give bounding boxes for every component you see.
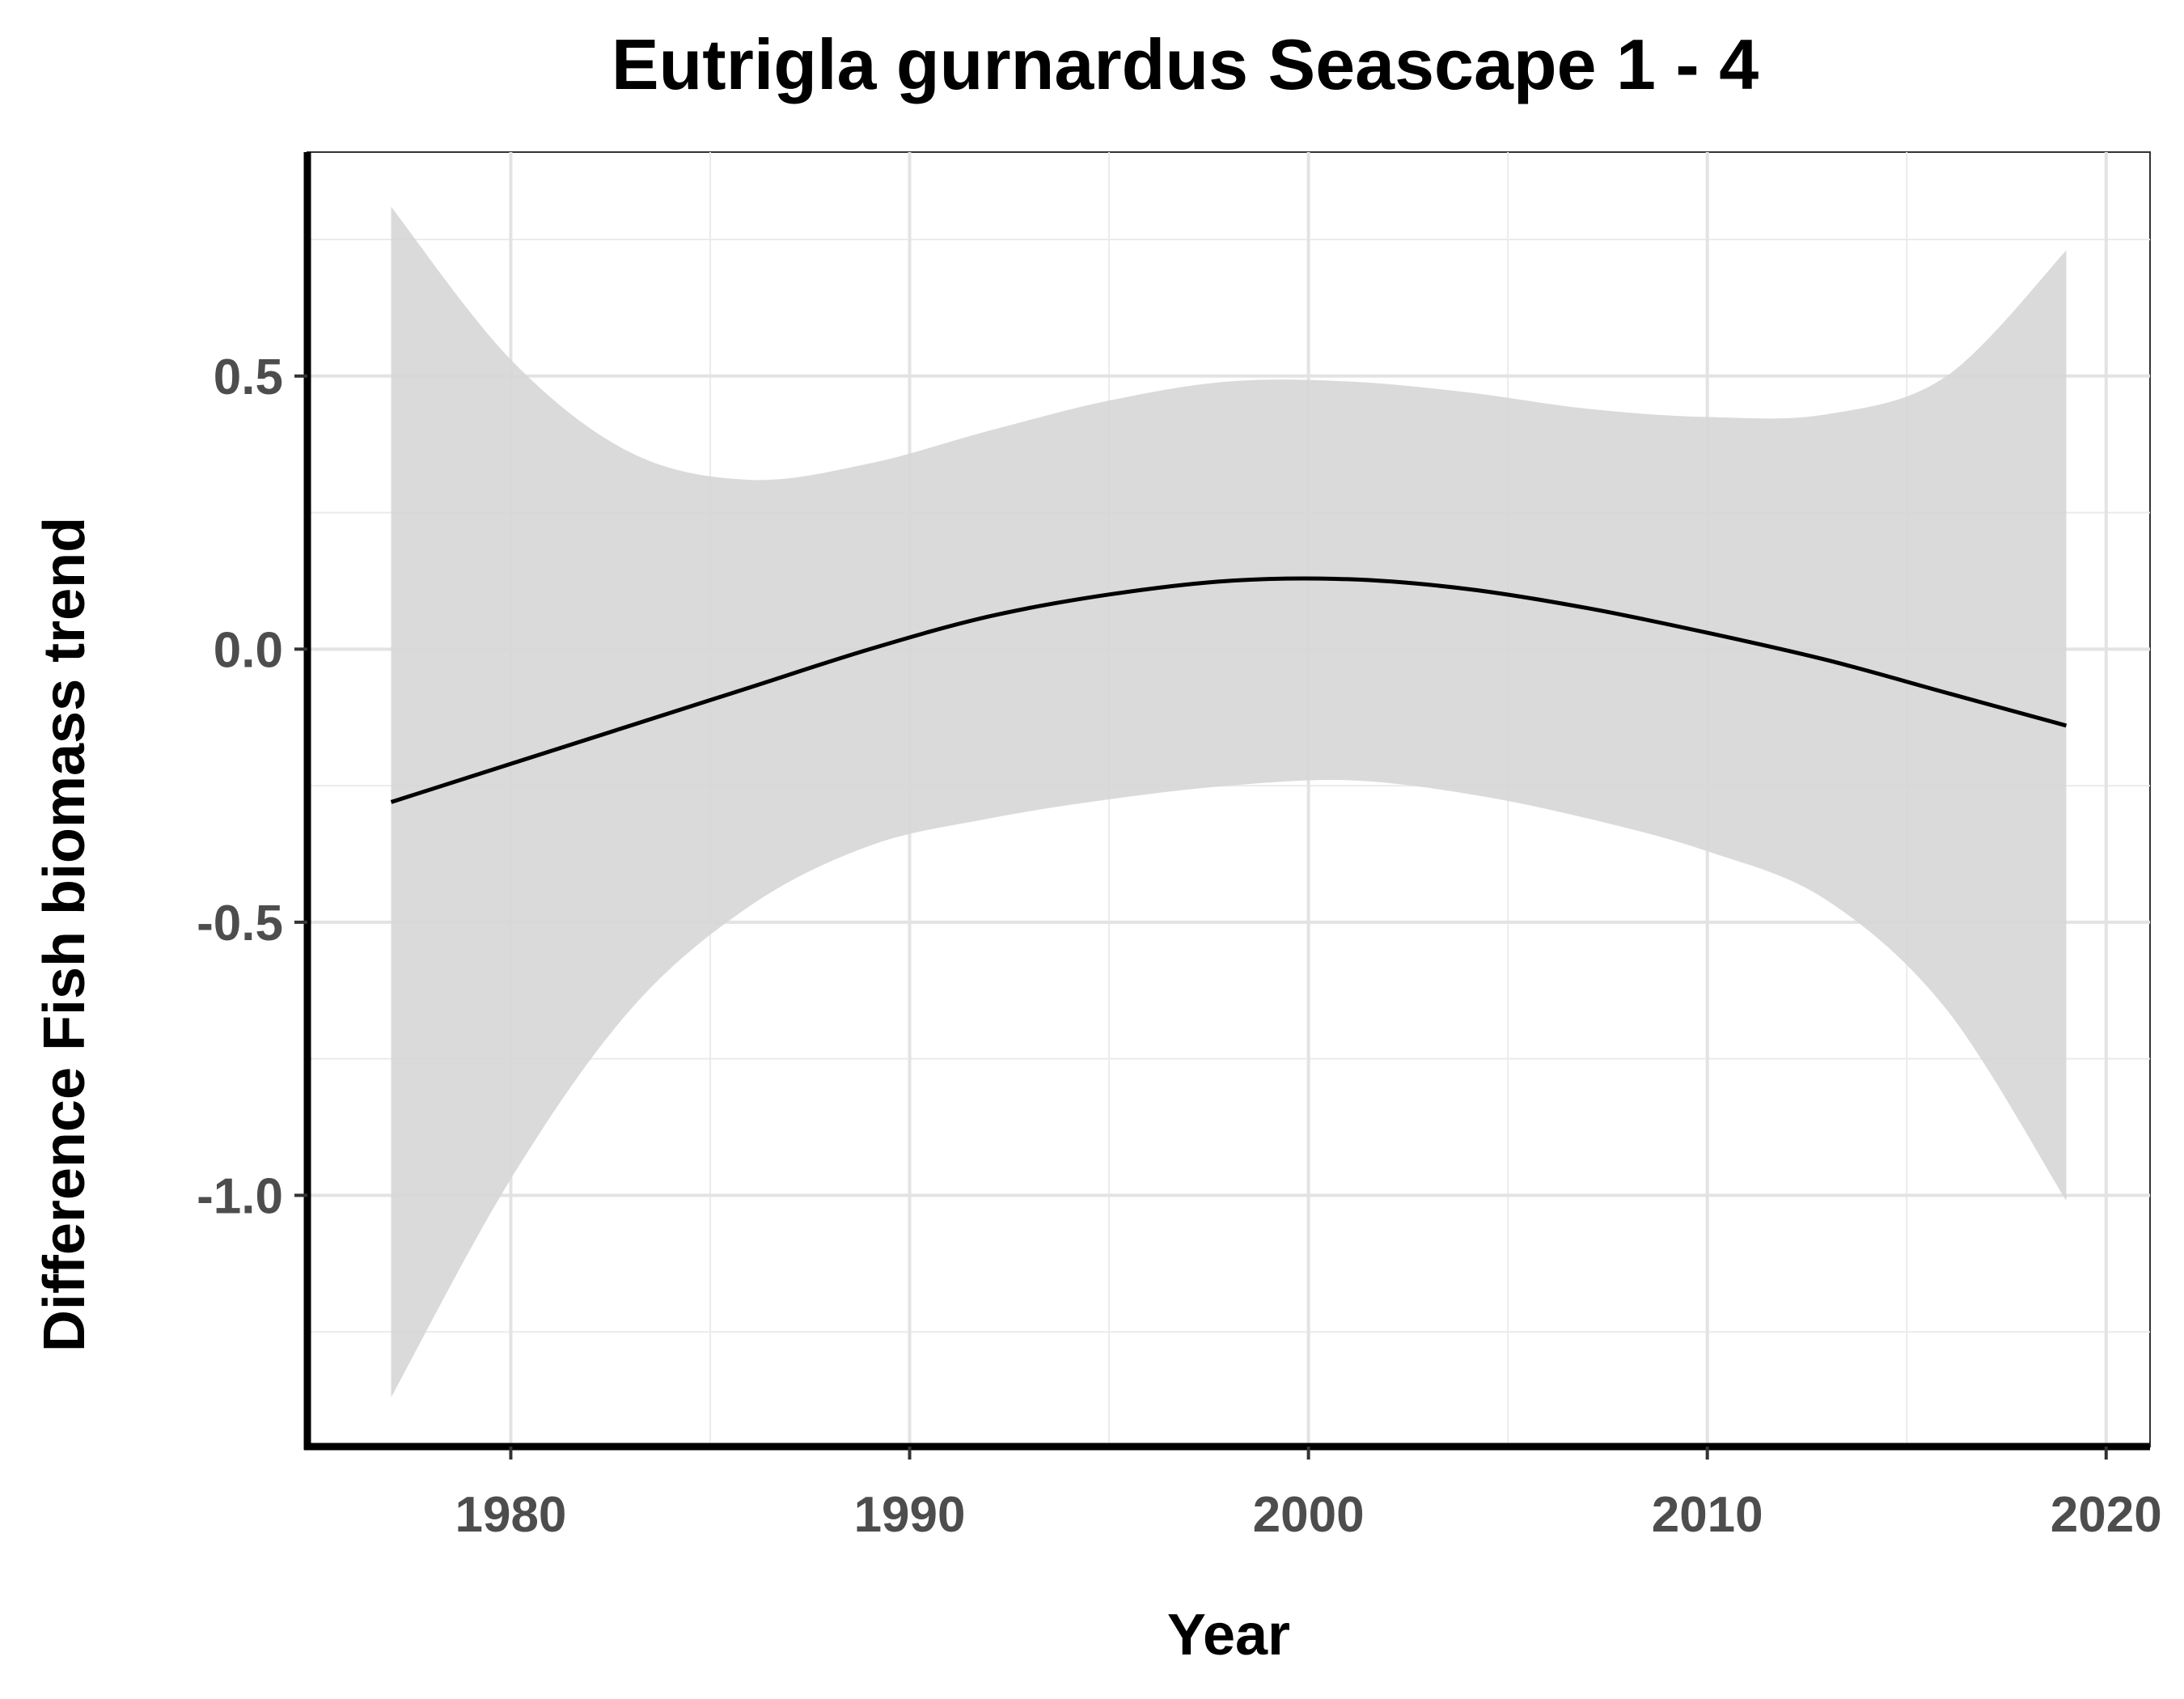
y-tick-label: 0.5	[214, 350, 283, 405]
x-tick-label: 1980	[455, 1487, 566, 1543]
trend-line	[390, 576, 2068, 804]
confidence-band	[391, 206, 2067, 1398]
x-tick-label: 1990	[854, 1487, 966, 1543]
y-tick-label: -0.5	[197, 896, 283, 951]
plot-panel	[307, 151, 2151, 1447]
x-tick-label: 2000	[1253, 1487, 1365, 1543]
x-axis-title: Year	[1167, 1603, 1290, 1667]
y-axis-title: Difference Fish biomass trend	[32, 517, 97, 1352]
chart-title: Eutrigla gurnardus Seascape 1 - 4	[612, 24, 1759, 104]
y-tick-label: 0.0	[214, 622, 283, 678]
y-axis: -1.0 -0.5 0.0 0.5	[197, 152, 311, 1450]
x-axis: 1980 1990 2000 2010 2020	[304, 1443, 2162, 1543]
x-tick-label: 2020	[2051, 1487, 2162, 1543]
y-tick-label: -1.0	[197, 1168, 283, 1224]
x-tick-label: 2010	[1652, 1487, 1763, 1543]
